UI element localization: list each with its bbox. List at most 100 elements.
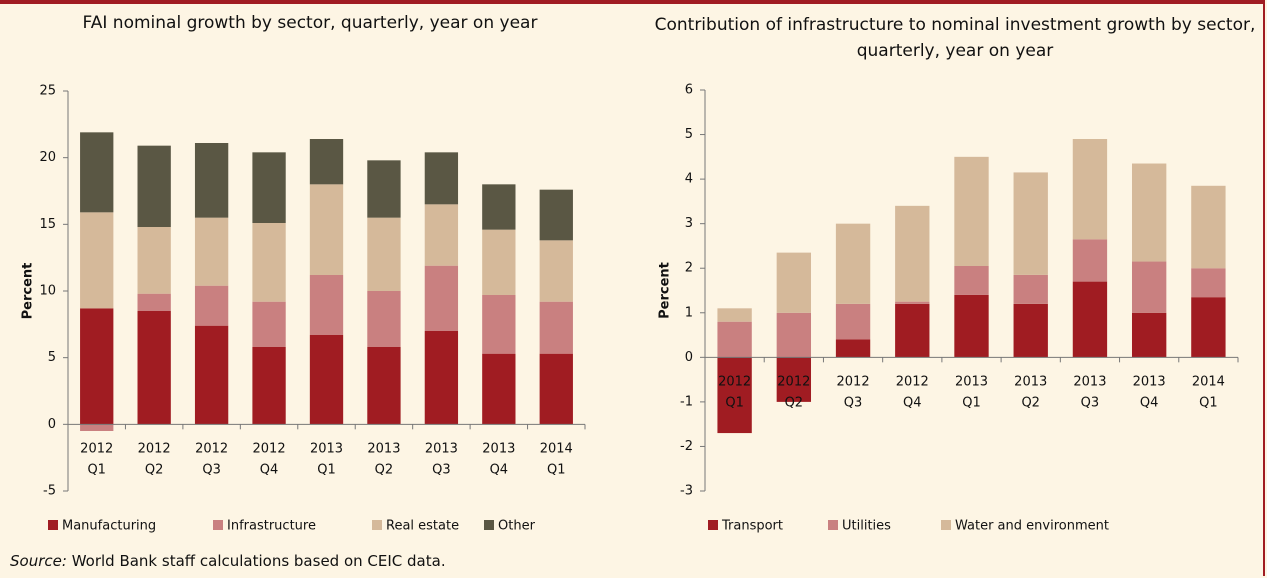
y-axis-label: Percent (658, 262, 673, 319)
bar-segment (482, 184, 516, 230)
y-tick-label: 0 (48, 417, 56, 432)
x-tick-label-line: 2013 (425, 441, 458, 456)
bar-segment (539, 301, 573, 354)
x-tick-label-line: 2013 (367, 441, 400, 456)
bar-segment (776, 252, 812, 313)
bar-segment (1191, 268, 1226, 298)
x-tick-label-line: Q3 (1081, 395, 1100, 410)
x-tick-label-line: 2012 (195, 441, 228, 456)
x-tick-label: 2012 Q1 (80, 441, 113, 477)
bar-segment (1013, 303, 1048, 358)
x-tick-label-line: Q4 (903, 395, 922, 410)
x-tick-label: 2014 Q1 (540, 441, 573, 477)
bar-segment (539, 353, 573, 425)
bar-segment (309, 335, 344, 425)
x-tick-label-line: Q2 (375, 462, 394, 477)
y-tick-label: 10 (39, 284, 56, 299)
bar-segment (895, 303, 930, 358)
x-tick-label: 2012 Q4 (253, 441, 286, 477)
legend-label: Real estate (386, 519, 459, 534)
bar-segment (137, 145, 171, 227)
x-tick-label: 2013 Q1 (955, 374, 988, 410)
bar-segment (80, 212, 114, 309)
x-tick-label: 2013 Q4 (1133, 374, 1166, 410)
y-tick-label: 20 (39, 150, 56, 165)
source-label: Source: (10, 552, 67, 570)
chart-title: Contribution of infrastructure to nomina… (654, 15, 1256, 61)
x-tick-label-line: Q1 (317, 462, 336, 477)
legend-swatch (708, 520, 718, 530)
source-note: Source: World Bank staff calculations ba… (10, 552, 446, 570)
legend-swatch (372, 520, 382, 530)
bar-segment (252, 223, 286, 302)
x-tick-label-line: Q4 (1140, 395, 1159, 410)
bar-segment (539, 189, 573, 241)
y-tick-label: 25 (39, 84, 56, 99)
bar-segment (1013, 274, 1048, 304)
x-tick-label-line: Q1 (547, 462, 566, 477)
x-tick-label: 2012 Q3 (837, 374, 870, 410)
x-tick-label-line: Q2 (145, 462, 164, 477)
x-tick-label-line: Q1 (725, 395, 744, 410)
bar-segment (194, 285, 229, 326)
bar-segment (1131, 312, 1167, 358)
bar-segment (80, 308, 114, 425)
x-tick-label: 2014 Q1 (1192, 374, 1225, 410)
bar-segment (194, 143, 229, 218)
chart-title: FAI nominal growth by sector, quarterly,… (82, 13, 538, 33)
y-tick-label: 6 (685, 83, 693, 98)
x-tick-label: 2012 Q2 (138, 441, 171, 477)
bar-segment (717, 321, 752, 358)
bar-segment (954, 294, 989, 358)
x-tick-label-line: Q4 (260, 462, 279, 477)
bar-segment (367, 217, 401, 291)
x-tick-label-line: 2012 (777, 374, 810, 389)
legend-swatch (213, 520, 223, 530)
legend-label: Water and environment (955, 519, 1109, 534)
bar-segment (309, 184, 344, 275)
y-tick-label: 5 (685, 127, 693, 142)
bar-segment (835, 303, 871, 340)
x-tick-label-line: 2012 (138, 441, 171, 456)
bar-segment (424, 331, 459, 425)
legend-swatch (828, 520, 838, 530)
x-tick-label-line: 2013 (1133, 374, 1166, 389)
x-tick-label-line: Q1 (87, 462, 106, 477)
x-tick-label-line: 2013 (310, 441, 343, 456)
legend-label: Manufacturing (62, 519, 156, 534)
y-tick-label: 5 (48, 350, 56, 365)
x-tick-label-line: 2013 (955, 374, 988, 389)
bar-segment (895, 301, 930, 304)
bar-segment (1131, 163, 1167, 262)
bar-segment (80, 424, 114, 431)
bar-segment (1191, 297, 1226, 358)
x-tick-label-line: Q3 (202, 462, 221, 477)
bar-segment (424, 265, 459, 331)
x-tick-label: 2012 Q2 (777, 374, 810, 410)
x-tick-label-line: 2013 (482, 441, 515, 456)
bar-segment (80, 132, 114, 213)
x-tick-label-line: 2012 (837, 374, 870, 389)
legend-swatch (48, 520, 58, 530)
x-tick-label-line: 2014 (1192, 374, 1225, 389)
bar-segment (776, 312, 812, 358)
bar-segment (1072, 281, 1108, 358)
x-tick-label: 2013 Q3 (1073, 374, 1106, 410)
bar-segment (367, 160, 401, 218)
bar-segment (954, 265, 989, 295)
x-tick-label-line: Q2 (785, 395, 804, 410)
x-tick-label-line: 2013 (1014, 374, 1047, 389)
bar-segment (539, 240, 573, 302)
y-axis-label: Percent (21, 263, 36, 320)
legend-label: Transport (721, 519, 783, 534)
bar-segment (309, 139, 344, 185)
y-tick-label: -2 (680, 439, 693, 454)
x-tick-label-line: Q3 (432, 462, 451, 477)
legend-label: Other (498, 519, 536, 534)
y-tick-label: 3 (685, 216, 693, 231)
bar-segment (424, 152, 459, 205)
x-tick-label-line: Q2 (1021, 395, 1040, 410)
y-tick-label: -1 (680, 394, 693, 409)
